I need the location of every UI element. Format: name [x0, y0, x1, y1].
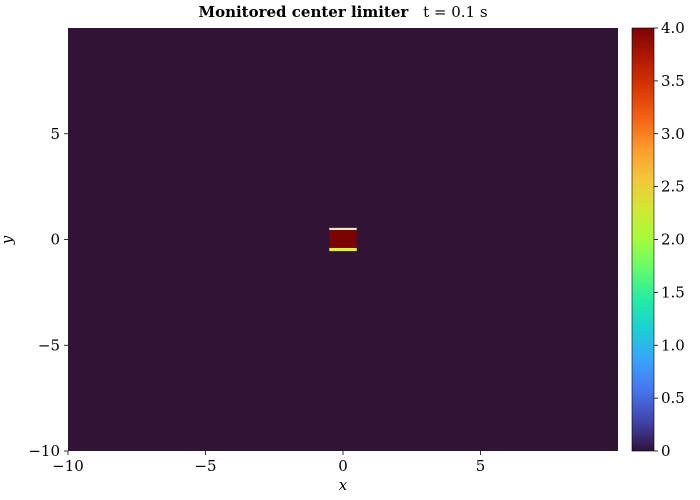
chart-title-time: t = 0.1 s	[423, 3, 487, 21]
heatmap-cell-1	[329, 247, 357, 252]
y-tick-label: 5	[50, 125, 60, 143]
plot-area	[68, 28, 618, 451]
y-tick-label: 0	[50, 231, 60, 249]
colorbar-ticks: 0 0.5 1.0 1.5 2.0 2.5 3.0 3.5 4.0	[654, 19, 685, 460]
colorbar-gradient	[631, 27, 655, 452]
heatmap-cell-0	[329, 229, 357, 248]
x-axis-ticks: −10 −5 0 5	[52, 451, 485, 475]
colorbar-tick-label: 4.0	[661, 19, 685, 37]
chart-title-bold: Monitored center limiter	[198, 3, 409, 21]
colorbar-tick-label: 3.5	[661, 72, 685, 90]
colorbar-tick-label: 0.5	[661, 389, 685, 407]
chart-title: Monitored center limiter t = 0.1 s	[198, 3, 487, 21]
colorbar-tick-label: 3.0	[661, 125, 685, 143]
heatmap-features	[329, 227, 357, 252]
colorbar-tick-label: 1.5	[661, 283, 685, 301]
x-tick-label: −5	[194, 457, 216, 475]
colorbar-tick-label: 2.5	[661, 178, 685, 196]
colorbar-tick-label: 2.0	[661, 231, 685, 249]
y-axis-ticks: −10 −5 0 5	[28, 125, 68, 460]
y-tick-label: −5	[38, 336, 60, 354]
x-axis-label: x	[339, 476, 348, 494]
colorbar-tick-label: 0	[661, 442, 671, 460]
heatmap-cell-2	[329, 227, 357, 230]
y-tick-label: −10	[28, 442, 60, 460]
colorbar: 0 0.5 1.0 1.5 2.0 2.5 3.0 3.5 4.0	[631, 19, 685, 460]
x-tick-label: 5	[476, 457, 486, 475]
y-axis-label: y	[0, 235, 16, 245]
x-tick-label: −10	[52, 457, 84, 475]
x-tick-label: 0	[338, 457, 348, 475]
colorbar-tick-label: 1.0	[661, 336, 685, 354]
